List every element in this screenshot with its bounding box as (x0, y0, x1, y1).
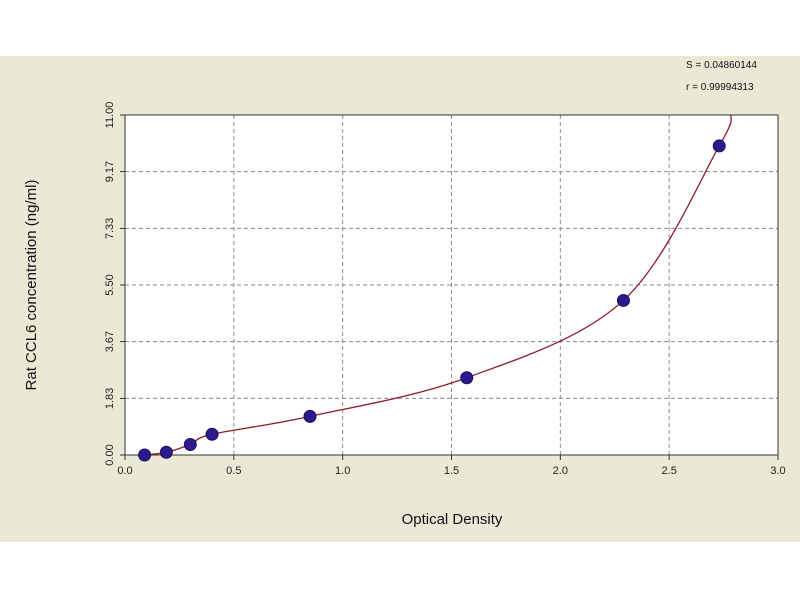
y-tick-label: 3.67 (104, 331, 116, 352)
x-tick-label: 1.5 (444, 465, 459, 477)
x-tick-label: 2.5 (662, 465, 677, 477)
stat-r-value: r = 0.99994313 (686, 82, 754, 93)
y-axis-ticks: 0.00 1.83 3.67 5.50 7.33 9.17 11.00 (104, 102, 125, 466)
y-axis-title: Rat CCL6 concentration (ng/ml) (23, 180, 40, 391)
x-tick-label: 0.0 (117, 465, 132, 477)
x-tick-label: 3.0 (770, 465, 785, 477)
data-points (138, 139, 726, 462)
x-axis-title: Optical Density (402, 511, 503, 528)
x-tick-label: 1.0 (335, 465, 350, 477)
data-point (159, 445, 173, 459)
fit-curve (144, 114, 732, 456)
grid-lines (125, 115, 778, 455)
x-tick-label: 2.0 (553, 465, 568, 477)
data-point (712, 139, 726, 153)
x-tick-label: 0.5 (226, 465, 241, 477)
y-tick-label: 9.17 (104, 161, 116, 182)
y-tick-label: 1.83 (104, 388, 116, 409)
data-point (303, 409, 317, 423)
data-point (205, 427, 219, 441)
stat-s-value: S = 0.04860144 (686, 60, 757, 71)
data-point (616, 293, 630, 307)
data-point (183, 437, 197, 451)
y-tick-label: 0.00 (104, 444, 116, 465)
data-point (460, 371, 474, 385)
y-tick-label: 11.00 (104, 102, 116, 129)
y-tick-label: 5.50 (104, 274, 116, 295)
data-point (138, 448, 152, 462)
x-axis-ticks: 0.0 0.5 1.0 1.5 2.0 2.5 3.0 (117, 455, 786, 477)
y-tick-label: 7.33 (104, 218, 116, 239)
